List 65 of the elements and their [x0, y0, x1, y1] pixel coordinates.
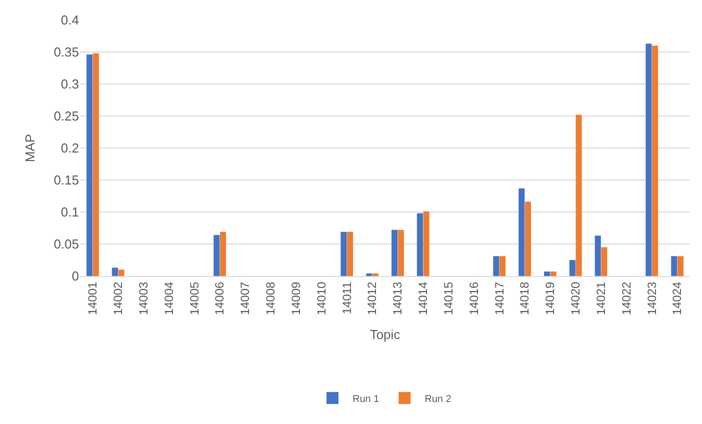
bar	[392, 230, 398, 276]
bar	[92, 53, 99, 276]
bar	[398, 230, 404, 276]
x-tick-label: 14020	[568, 281, 583, 316]
bar	[569, 260, 576, 276]
bar	[86, 54, 93, 276]
bar	[500, 256, 506, 276]
bar	[544, 272, 550, 276]
y-tick-label: 0.4	[60, 12, 79, 28]
x-tick-label: 14017	[492, 281, 506, 316]
bar	[423, 211, 430, 276]
x-tick-label: 14005	[187, 281, 202, 316]
x-tick-label: 14013	[390, 281, 405, 316]
x-tick-label: 14024	[670, 281, 684, 316]
bar	[524, 202, 531, 276]
x-tick-label: 14014	[416, 281, 430, 316]
bar	[550, 272, 556, 276]
y-tick-label: 0.25	[54, 108, 79, 124]
bar	[372, 273, 378, 276]
bar	[652, 46, 658, 276]
x-axis-title: Topic	[370, 326, 401, 342]
bar	[671, 256, 678, 276]
y-tick-label: 0	[72, 268, 79, 284]
x-tick-label: 14009	[288, 281, 303, 316]
x-tick-label: 14007	[238, 281, 252, 316]
legend-label: Run 1	[352, 394, 380, 405]
bar	[594, 236, 601, 276]
bar	[518, 188, 525, 276]
y-tick-label: 0.35	[54, 44, 79, 60]
x-tick-label: 14021	[594, 281, 608, 316]
x-tick-label: 14010	[314, 281, 328, 316]
x-tick-label: 14006	[212, 281, 227, 316]
x-tick-label: 14022	[619, 281, 634, 316]
y-tick-label: 0.15	[54, 172, 79, 188]
bar	[493, 256, 500, 276]
bar	[416, 213, 423, 276]
bar	[340, 232, 347, 276]
bar	[576, 114, 582, 276]
bar	[646, 44, 652, 276]
x-tick-label: 14016	[466, 281, 481, 316]
y-tick-label: 0.1	[60, 204, 79, 220]
x-tick-label: 14002	[111, 281, 126, 316]
bar	[220, 232, 226, 276]
bar	[601, 247, 608, 276]
x-tick-label: 14023	[644, 281, 659, 316]
bar	[366, 273, 372, 276]
x-tick-label: 14004	[162, 281, 176, 316]
bar	[347, 232, 354, 276]
bar	[214, 235, 220, 276]
x-tick-label: 14012	[365, 281, 380, 316]
x-tick-label: 14003	[136, 281, 150, 316]
bar	[677, 256, 684, 276]
x-tick-label: 14015	[441, 281, 456, 316]
x-tick-label: 14001	[86, 281, 100, 316]
bar	[112, 268, 118, 276]
y-tick-label: 0.2	[60, 140, 79, 156]
x-tick-label: 14011	[340, 281, 354, 314]
x-tick-label: 14018	[518, 281, 532, 316]
y-tick-label: 0.3	[60, 76, 79, 92]
legend-label: Run 2	[424, 394, 452, 405]
x-tick-label: 14019	[543, 281, 558, 316]
x-tick-label: 14008	[264, 281, 278, 316]
y-axis-title: MAP	[22, 134, 38, 162]
y-tick-label: 0.05	[54, 236, 79, 252]
bar	[118, 270, 124, 276]
